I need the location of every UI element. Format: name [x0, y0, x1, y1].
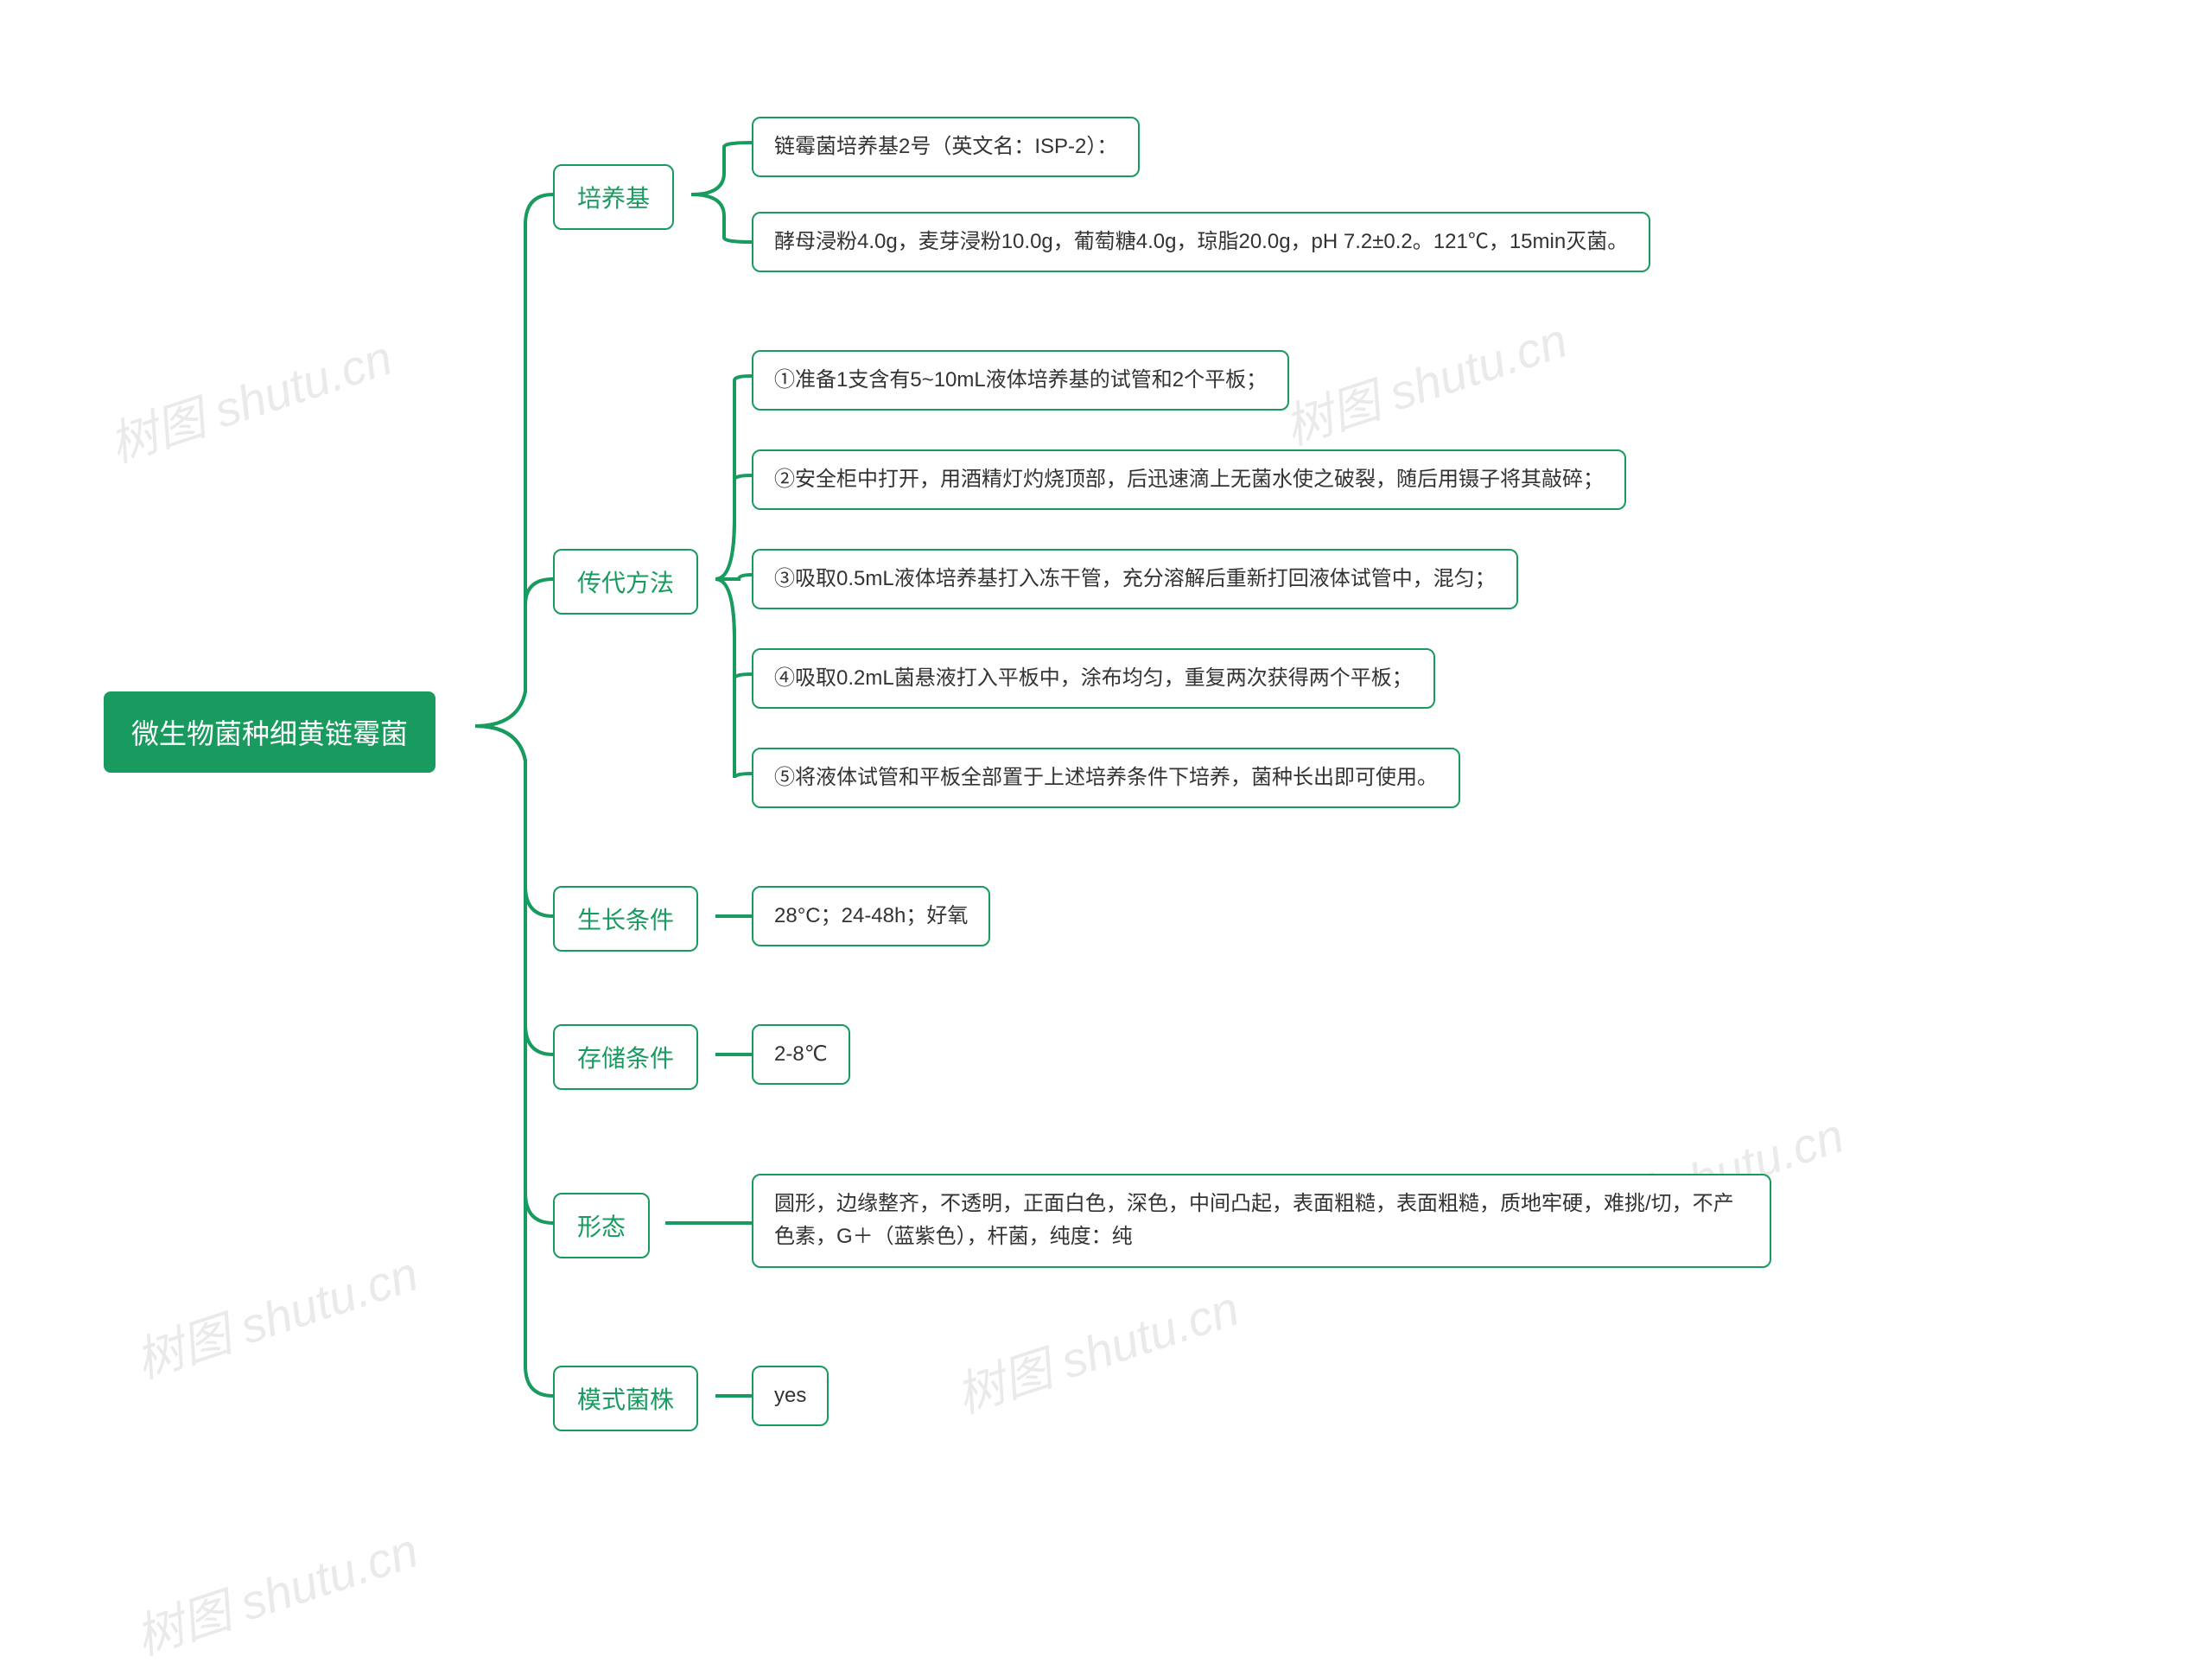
leaf-storage-1[interactable]: 2-8℃	[752, 1024, 850, 1085]
node-growth[interactable]: 生长条件	[553, 886, 698, 952]
node-storage[interactable]: 存储条件	[553, 1024, 698, 1090]
watermark: 树图 shutu.cn	[125, 1235, 426, 1392]
node-morphology[interactable]: 形态	[553, 1193, 650, 1258]
leaf-growth-1[interactable]: 28°C；24-48h；好氧	[752, 886, 990, 946]
leaf-passage-4[interactable]: ④吸取0.2mL菌悬液打入平板中，涂布均匀，重复两次获得两个平板；	[752, 648, 1435, 709]
leaf-passage-1[interactable]: ①准备1支含有5~10mL液体培养基的试管和2个平板；	[752, 350, 1289, 411]
leaf-typestrain-1[interactable]: yes	[752, 1366, 829, 1426]
node-medium[interactable]: 培养基	[553, 164, 674, 230]
leaf-morphology-1[interactable]: 圆形，边缘整齐，不透明，正面白色，深色，中间凸起，表面粗糙，表面粗糙，质地牢硬，…	[752, 1174, 1771, 1268]
leaf-passage-2[interactable]: ②安全柜中打开，用酒精灯灼烧顶部，后迅速滴上无菌水使之破裂，随后用镊子将其敲碎；	[752, 449, 1626, 510]
watermark: 树图 shutu.cn	[946, 1270, 1247, 1427]
watermark: 树图 shutu.cn	[1274, 302, 1575, 459]
node-typestrain[interactable]: 模式菌株	[553, 1366, 698, 1431]
mindmap-root[interactable]: 微生物菌种细黄链霉菌	[104, 691, 435, 773]
leaf-medium-1[interactable]: 链霉菌培养基2号（英文名：ISP-2）：	[752, 117, 1140, 177]
leaf-passage-5[interactable]: ⑤将液体试管和平板全部置于上述培养条件下培养，菌种长出即可使用。	[752, 748, 1460, 808]
leaf-passage-3[interactable]: ③吸取0.5mL液体培养基打入冻干管，充分溶解后重新打回液体试管中，混匀；	[752, 549, 1518, 609]
node-passage[interactable]: 传代方法	[553, 549, 698, 615]
watermark: 树图 shutu.cn	[125, 1512, 426, 1669]
watermark: 树图 shutu.cn	[99, 319, 400, 476]
leaf-medium-2[interactable]: 酵母浸粉4.0g，麦芽浸粉10.0g，葡萄糖4.0g，琼脂20.0g，pH 7.…	[752, 212, 1650, 272]
